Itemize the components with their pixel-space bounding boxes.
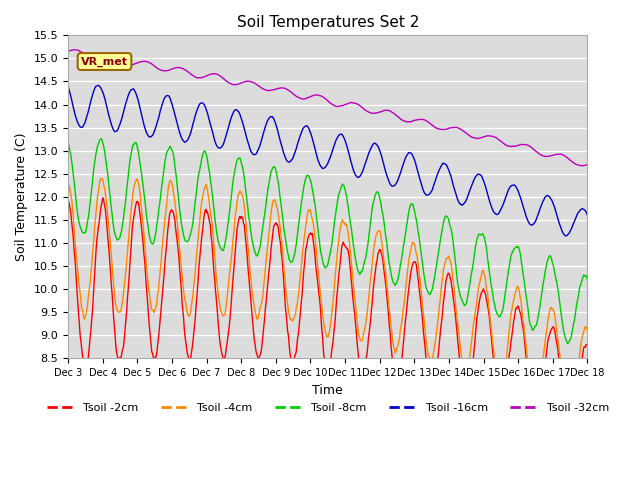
Legend: Tsoil -2cm, Tsoil -4cm, Tsoil -8cm, Tsoil -16cm, Tsoil -32cm: Tsoil -2cm, Tsoil -4cm, Tsoil -8cm, Tsoi… [42,398,613,417]
Tsoil -16cm [180,139,188,145]
Tsoil -32cm [208,71,216,77]
Tsoil -8cm [392,282,399,288]
Tsoil -4cm [64,180,72,186]
Tsoil -2cm [566,435,574,441]
Tsoil -8cm [180,235,188,241]
Tsoil -16cm [584,212,591,218]
Tsoil -4cm [406,249,414,254]
Line: Tsoil -32cm: Tsoil -32cm [68,50,588,166]
Tsoil -4cm [584,328,591,334]
Title: Soil Temperatures Set 2: Soil Temperatures Set 2 [237,15,419,30]
Tsoil -8cm [584,277,591,283]
Tsoil -2cm [128,235,136,240]
Tsoil -4cm [74,264,81,269]
Line: Tsoil -4cm: Tsoil -4cm [68,179,588,418]
Tsoil -16cm [208,126,216,132]
Tsoil -32cm [180,66,188,72]
Tsoil -8cm [64,139,72,144]
Tsoil -16cm [563,233,570,239]
Line: Tsoil -16cm: Tsoil -16cm [68,85,588,236]
Tsoil -4cm [392,350,399,356]
Tsoil -4cm [97,176,105,181]
Tsoil -4cm [128,203,136,208]
Tsoil -32cm [74,48,82,53]
Tsoil -2cm [64,199,72,204]
Text: VR_met: VR_met [81,56,128,67]
Tsoil -2cm [406,272,414,278]
Tsoil -8cm [564,341,572,347]
Y-axis label: Soil Temperature (C): Soil Temperature (C) [15,132,28,261]
Tsoil -16cm [128,86,136,92]
Tsoil -16cm [74,119,81,125]
Tsoil -2cm [99,195,106,201]
Tsoil -32cm [70,47,78,53]
Tsoil -16cm [392,182,399,188]
Tsoil -8cm [128,149,136,155]
Tsoil -2cm [74,295,81,300]
Tsoil -32cm [128,62,136,68]
Tsoil -2cm [208,238,216,243]
Tsoil -32cm [64,48,72,54]
Tsoil -4cm [180,294,188,300]
Tsoil -8cm [406,202,414,208]
Tsoil -32cm [406,119,414,125]
Tsoil -8cm [74,209,81,215]
Line: Tsoil -8cm: Tsoil -8cm [68,139,588,344]
Tsoil -32cm [584,162,591,168]
Tsoil -4cm [208,218,216,224]
Tsoil -4cm [566,415,574,421]
Tsoil -2cm [392,374,399,380]
Tsoil -8cm [97,136,105,142]
Tsoil -8cm [208,187,216,193]
Tsoil -2cm [584,341,591,347]
Tsoil -16cm [64,83,72,89]
X-axis label: Time: Time [312,384,343,396]
Tsoil -16cm [95,83,102,88]
Tsoil -32cm [392,112,399,118]
Tsoil -32cm [579,163,586,168]
Line: Tsoil -2cm: Tsoil -2cm [68,198,588,438]
Tsoil -16cm [406,150,414,156]
Tsoil -2cm [180,326,188,332]
